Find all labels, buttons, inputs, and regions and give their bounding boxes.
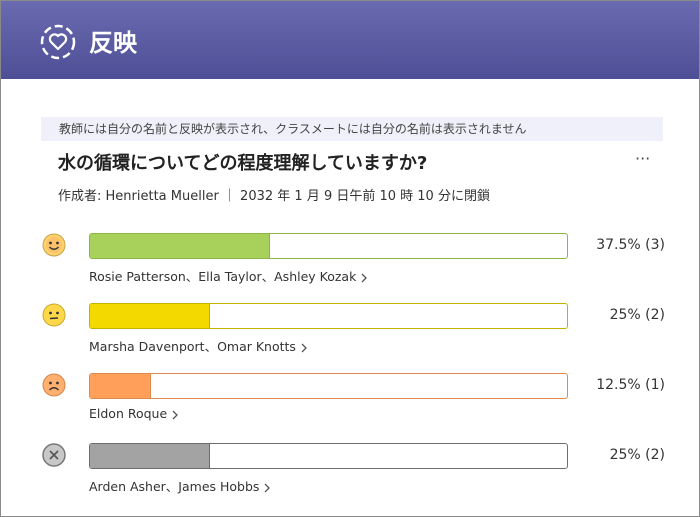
result-row: 12.5% (1) Eldon Roque xyxy=(1,373,699,439)
percent-label: 25% (2) xyxy=(609,447,665,463)
result-row: 25% (2) Marsha Davenport、Omar Knotts xyxy=(1,303,699,369)
meta-info: 作成者: Henrietta Mueller ｜ 2032 年 1 月 9 日午… xyxy=(58,189,490,204)
emoji-icon xyxy=(42,443,66,467)
question: 水の循環についてどの程度理解していますか? xyxy=(58,153,428,174)
names-text: Eldon Roque xyxy=(89,406,168,421)
student-names[interactable]: Rosie Patterson、Ella Taylor、Ashley Kozak xyxy=(89,266,368,285)
more-options[interactable]: ··· xyxy=(635,149,651,168)
percent-label: 37.5% (3) xyxy=(596,237,665,253)
chevron xyxy=(361,273,368,282)
bar xyxy=(90,374,151,398)
percent-label: 25% (2) xyxy=(609,307,665,323)
names-text: Rosie Patterson、Ella Taylor、Ashley Kozak xyxy=(89,269,357,284)
student-names[interactable]: Marsha Davenport、Omar Knotts xyxy=(89,336,308,355)
names-text: Marsha Davenport、Omar Knotts xyxy=(89,339,296,354)
bar xyxy=(90,304,211,328)
chevron xyxy=(172,410,179,419)
bar-track xyxy=(89,233,568,259)
app-icon xyxy=(40,24,76,60)
result-row: 25% (2) Arden Asher、James Hobbs xyxy=(1,443,699,509)
privacy-notice: 教師には自分の名前と反映が表示され、クラスメートには自分の名前は表示されません xyxy=(41,117,663,141)
header-title: 反映 xyxy=(89,29,137,57)
chevron xyxy=(264,483,271,492)
bar xyxy=(90,234,270,258)
student-names[interactable]: Eldon Roque xyxy=(89,406,179,421)
chevron xyxy=(301,343,307,352)
emoji-icon xyxy=(42,303,66,327)
bar-track xyxy=(89,303,568,329)
emoji-icon xyxy=(42,233,66,257)
percent-label: 12.5% (1) xyxy=(596,377,665,393)
bar-track xyxy=(89,443,568,469)
bar xyxy=(90,444,211,468)
bar-track xyxy=(89,373,568,399)
result-row: 37.5% (3) Rosie Patterson、Ella Taylor、Ash… xyxy=(1,233,699,299)
header: 反映 xyxy=(1,1,699,79)
names-text: Arden Asher、James Hobbs xyxy=(89,479,260,494)
student-names[interactable]: Arden Asher、James Hobbs xyxy=(89,476,271,495)
emoji-icon xyxy=(42,373,66,397)
